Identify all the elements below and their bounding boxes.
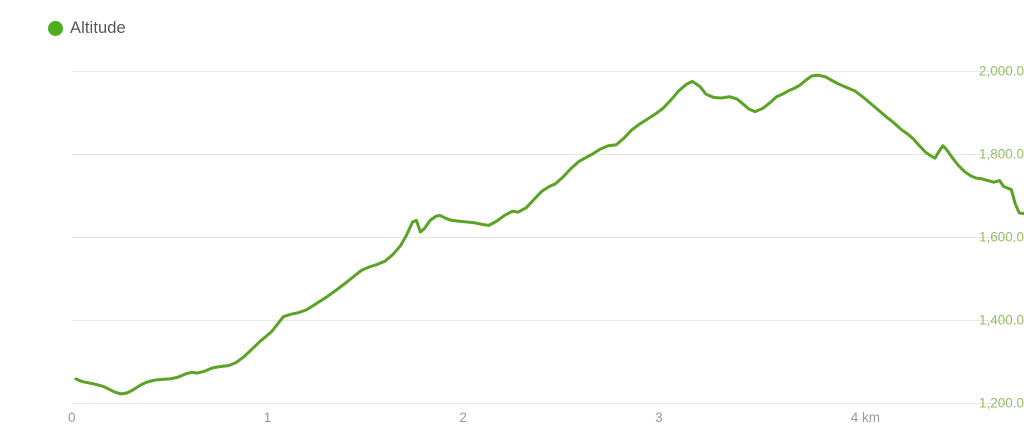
- chart-legend[interactable]: Altitude: [48, 16, 126, 40]
- gridline-2000: [72, 71, 1010, 72]
- legend-marker-altitude-icon: [48, 20, 63, 36]
- y-tick-label-2000: 2,000.0: [978, 63, 1024, 79]
- x-tick-label-3: 3: [655, 410, 663, 425]
- x-tick-label-1: 1: [263, 410, 272, 425]
- gridline-1400: [72, 320, 1010, 321]
- legend-label-altitude: Altitude: [70, 18, 126, 37]
- x-tick-label-4: 4 km: [850, 410, 881, 425]
- y-tick-label-1800: 1,800.0: [978, 146, 1024, 162]
- y-tick-label-1400: 1,400.0: [978, 312, 1024, 328]
- gridline-1200: [72, 403, 1010, 404]
- gridline-1800: [72, 154, 1010, 155]
- y-tick-label-1200: 1,200.0: [978, 395, 1024, 411]
- altitude-line-path: [74, 73, 1024, 396]
- x-tick-label-2: 2: [459, 410, 467, 425]
- x-tick-label-0: 0: [68, 410, 76, 425]
- gridline-1600: [72, 237, 1010, 238]
- y-tick-label-1600: 1,600.0: [978, 229, 1024, 245]
